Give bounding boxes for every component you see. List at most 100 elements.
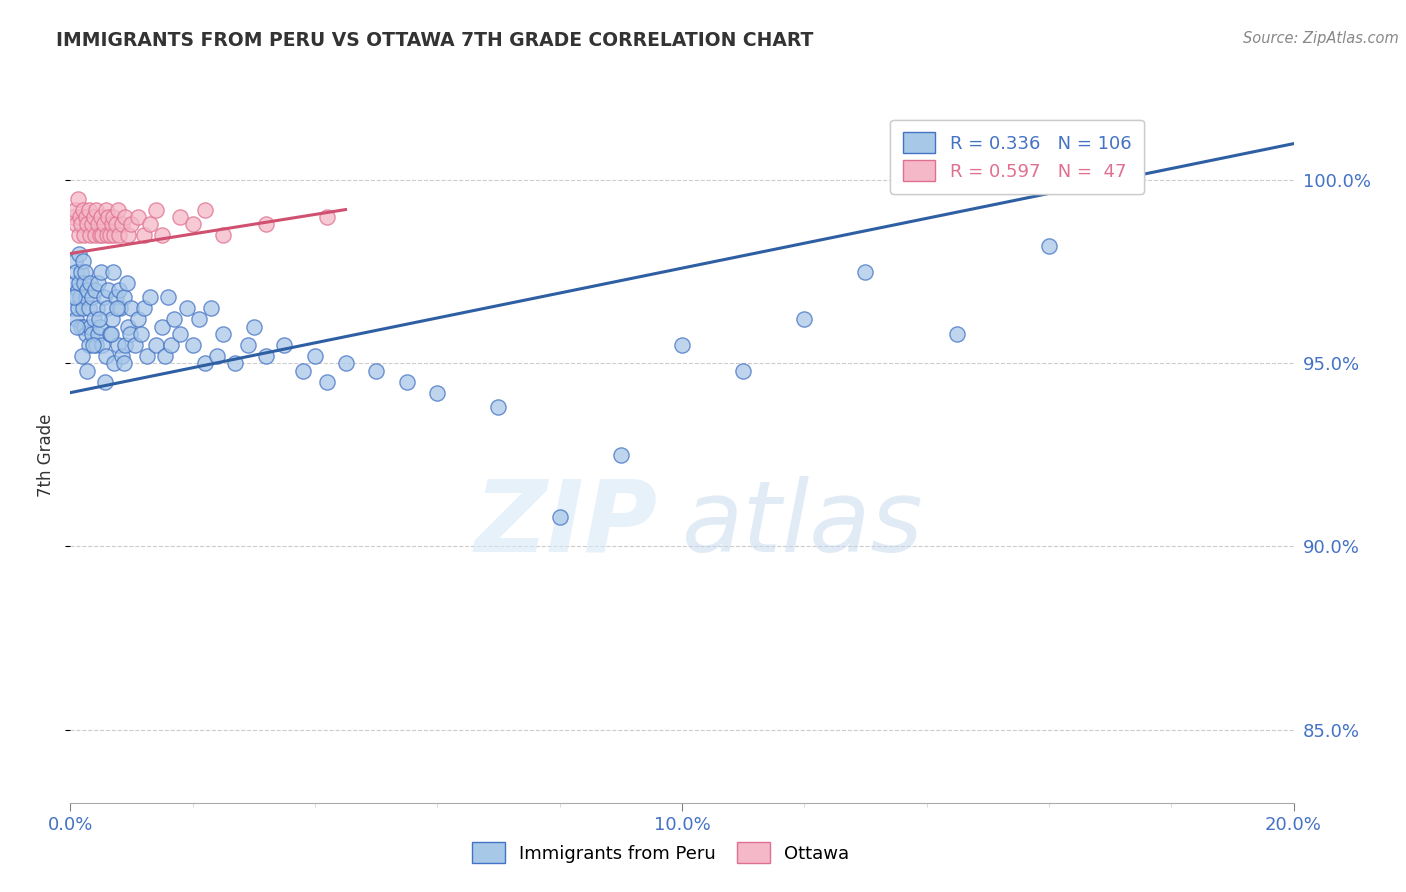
Point (254, 349, 277, 363)
Point (83, 228, 105, 243)
Point (145, 338, 167, 352)
Point (108, 283, 131, 297)
Point (121, 217, 143, 231)
Point (75, 290, 97, 304)
Point (63, 276, 86, 290)
Point (94, 349, 117, 363)
Point (316, 375, 339, 389)
Point (73, 276, 96, 290)
Point (187, 312, 209, 326)
Point (273, 338, 295, 352)
Point (79, 228, 101, 243)
Point (76, 283, 98, 297)
Point (107, 338, 129, 352)
Point (101, 265, 124, 279)
Point (93, 217, 115, 231)
Point (94, 202, 117, 217)
Point (97, 283, 120, 297)
Point (610, 448, 633, 462)
Point (65, 290, 87, 304)
Point (160, 338, 183, 352)
Point (83, 312, 105, 326)
Point (194, 356, 217, 370)
Point (86, 301, 108, 316)
Point (108, 228, 131, 243)
Point (73, 319, 96, 334)
Point (101, 210, 124, 224)
Point (114, 338, 136, 352)
Point (100, 327, 122, 342)
Y-axis label: 7th Grade: 7th Grade (37, 413, 55, 497)
Text: ZIP: ZIP (474, 476, 658, 573)
Point (63, 202, 86, 217)
Point (169, 327, 191, 342)
Point (111, 217, 134, 231)
Point (316, 210, 339, 224)
Point (488, 401, 510, 415)
Point (65, 312, 87, 326)
Point (112, 290, 135, 304)
Point (205, 349, 228, 363)
Point (89, 319, 111, 334)
Point (150, 228, 173, 243)
Point (117, 319, 139, 334)
Point (139, 290, 162, 304)
Legend: R = 0.336   N = 106, R = 0.597   N =  47: R = 0.336 N = 106, R = 0.597 N = 47 (890, 120, 1144, 194)
Point (112, 356, 135, 370)
Point (97, 210, 120, 224)
Point (291, 364, 314, 378)
Point (87, 327, 110, 342)
Point (91, 228, 114, 243)
Point (69, 265, 91, 279)
Point (103, 228, 125, 243)
Point (79, 276, 101, 290)
Point (139, 217, 162, 231)
Point (426, 385, 449, 400)
Point (793, 312, 815, 326)
Point (66, 283, 89, 297)
Point (96, 301, 118, 316)
Point (395, 375, 418, 389)
Point (62, 301, 84, 316)
Point (79, 319, 101, 334)
Point (63, 253, 86, 268)
Point (132, 301, 155, 316)
Point (87, 276, 110, 290)
Point (72, 253, 94, 268)
Point (135, 349, 157, 363)
Point (855, 265, 877, 279)
Point (63, 290, 86, 304)
Point (124, 338, 146, 352)
Point (72, 202, 94, 217)
Point (83, 210, 105, 224)
Point (114, 210, 136, 224)
Point (69, 276, 91, 290)
Point (150, 319, 173, 334)
Point (65, 265, 87, 279)
Point (87, 217, 110, 231)
Point (73, 265, 96, 279)
Point (98, 228, 121, 243)
Point (67, 246, 90, 260)
Point (80, 217, 103, 231)
Point (82, 338, 104, 352)
Point (98, 327, 121, 342)
Point (66, 192, 89, 206)
Text: IMMIGRANTS FROM PERU VS OTTAWA 7TH GRADE CORRELATION CHART: IMMIGRANTS FROM PERU VS OTTAWA 7TH GRADE… (56, 31, 814, 50)
Point (76, 217, 98, 231)
Point (121, 301, 143, 316)
Point (87, 312, 110, 326)
Text: Source: ZipAtlas.com: Source: ZipAtlas.com (1243, 31, 1399, 46)
Point (163, 312, 186, 326)
Point (65, 217, 87, 231)
Point (366, 364, 388, 378)
Point (254, 217, 277, 231)
Point (200, 301, 222, 316)
Point (111, 349, 134, 363)
Point (69, 290, 91, 304)
Point (94, 375, 117, 389)
Point (70, 217, 93, 231)
Point (212, 327, 235, 342)
Point (243, 319, 266, 334)
Point (120, 327, 142, 342)
